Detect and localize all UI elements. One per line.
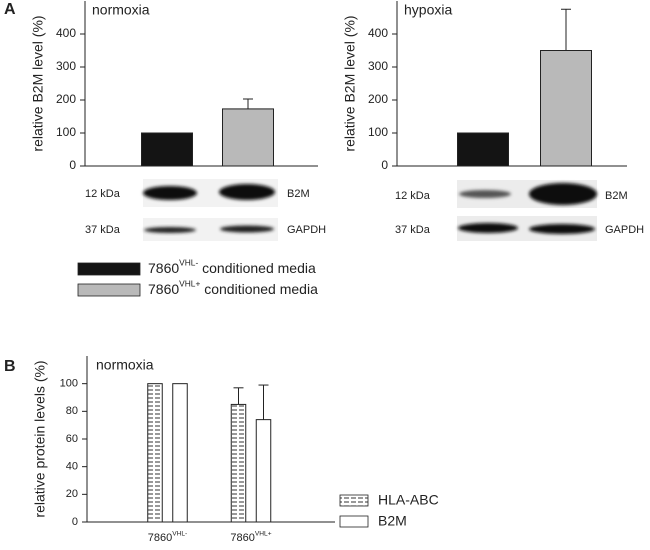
y-axis-label: relative protein levels (%) (32, 360, 48, 517)
y-tick-label: 0 (72, 516, 78, 528)
legend-swatch (77, 283, 141, 297)
blot-protein-label: GAPDH (605, 224, 644, 236)
panel-label: B (4, 358, 16, 375)
bar (172, 383, 188, 523)
legend-label: HLA-ABC (378, 492, 439, 508)
label-sup: VHL- (179, 258, 198, 268)
legend-label: B2M (378, 513, 407, 529)
chart-title: normoxia (92, 2, 150, 18)
blot-size-label: 37 kDa (85, 224, 121, 236)
bar (222, 108, 274, 167)
y-tick-label: 0 (69, 158, 76, 172)
blot-protein-label: B2M (605, 190, 628, 202)
legend-label: 7860VHL- conditioned media (148, 258, 316, 276)
x-tick-label: 7860VHL+ (230, 530, 271, 544)
label-sup: VHL- (172, 530, 187, 537)
label-sup: VHL+ (179, 279, 200, 289)
error-bar (233, 387, 244, 405)
blot-image (143, 179, 597, 241)
legend-swatch (77, 262, 141, 276)
label-base: 7860 (148, 532, 172, 544)
y-tick-label: 100 (56, 125, 76, 139)
bar (147, 383, 163, 523)
y-tick-label: 300 (56, 59, 76, 73)
y-tick-label: 400 (368, 26, 388, 40)
y-tick-label: 200 (56, 92, 76, 106)
bar (457, 132, 509, 167)
label-base: 7860 (148, 260, 179, 276)
bar (230, 403, 247, 523)
y-tick-label: 100 (60, 378, 78, 390)
error-bar (561, 8, 571, 51)
label-sup: VHL+ (255, 530, 272, 537)
y-tick-label: 300 (368, 59, 388, 73)
bar (540, 50, 592, 167)
label-rest: conditioned media (200, 281, 318, 297)
y-axis-label: relative B2M level (%) (30, 15, 46, 151)
label-base: 7860 (230, 532, 254, 544)
y-tick-label: 100 (368, 125, 388, 139)
y-tick-label: 400 (56, 26, 76, 40)
label-base: 7860 (148, 281, 179, 297)
blot-size-label: 12 kDa (85, 188, 121, 200)
legend-swatch (339, 515, 369, 528)
error-bar (258, 384, 269, 420)
y-tick-label: 40 (66, 461, 78, 473)
blot-size-label: 37 kDa (395, 224, 431, 236)
x-tick-label: 7860VHL- (148, 530, 188, 544)
y-tick-label: 60 (66, 433, 78, 445)
y-tick-label: 200 (368, 92, 388, 106)
legend-swatch (339, 494, 369, 507)
bar (255, 419, 272, 523)
label-rest: conditioned media (198, 260, 316, 276)
chart-title: hypoxia (404, 2, 452, 18)
panel-label: A (4, 1, 16, 18)
y-tick-label: 80 (66, 405, 78, 417)
blot-protein-label: B2M (287, 188, 310, 200)
bar (141, 132, 193, 167)
error-bar (243, 98, 253, 109)
legend-label: 7860VHL+ conditioned media (148, 279, 318, 297)
blot-protein-label: GAPDH (287, 224, 326, 236)
chart-title: normoxia (96, 357, 154, 373)
y-axis-label: relative B2M level (%) (342, 15, 358, 151)
blot-size-label: 12 kDa (395, 190, 431, 202)
y-tick-label: 0 (381, 158, 388, 172)
y-tick-label: 20 (66, 488, 78, 500)
